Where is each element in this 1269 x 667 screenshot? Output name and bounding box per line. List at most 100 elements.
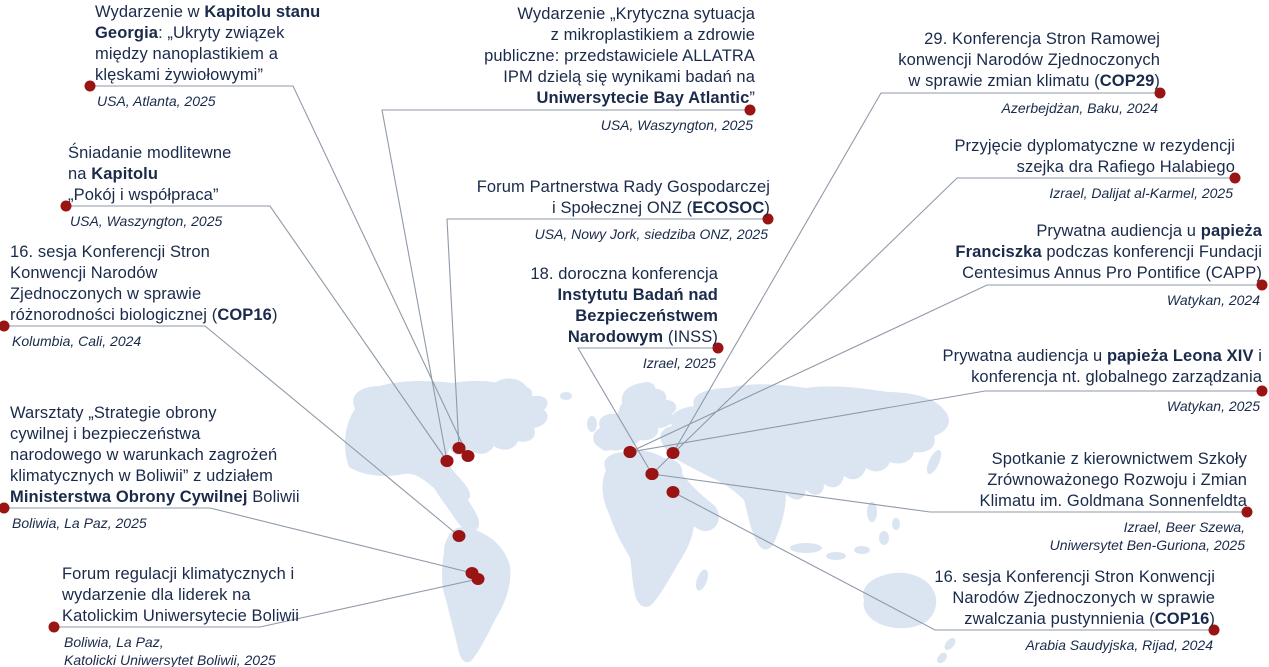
event-location: USA, Waszyngton, 2025 (600, 117, 753, 133)
event-location: Kolumbia, Cali, 2024 (12, 333, 142, 349)
event-title-text: Spotkanie z kierownictwem Szkoły Zrównow… (979, 450, 1247, 510)
event-halabi-diplomatic-reception: Przyjęcie dyplomatyczne w rezydencji sze… (865, 136, 1235, 201)
connector-line (381, 109, 750, 462)
event-title-text: Forum regulacji klimatycznych i wydarzen… (62, 565, 300, 625)
event-title-text: Boliwii (247, 488, 300, 506)
label-dot (0, 320, 10, 332)
event-location: Izrael, Beer Szewa, Uniwersytet Ben-Guri… (1049, 519, 1245, 553)
label-dot (744, 104, 756, 116)
event-title: Forum Partnerstwa Rady Gospodarczej i Sp… (410, 177, 770, 219)
event-title: 18. doroczna konferencja Instytutu Badań… (458, 264, 718, 348)
connector-line (672, 92, 1160, 454)
event-title-emphasis: ECOSOC (692, 199, 765, 217)
label-dot (1154, 87, 1166, 99)
event-title-text: 18. doroczna konferencja (530, 265, 718, 283)
island-new-zealand-north (944, 638, 956, 650)
connector-line (651, 177, 1235, 475)
label-dot (48, 621, 60, 633)
connector-line (672, 491, 1214, 631)
label-dot (1241, 506, 1253, 518)
connector-line (54, 578, 479, 628)
event-title-text: ) (764, 199, 770, 217)
island-lesser-sunda (854, 546, 870, 554)
event-pope-francis-capp-audience: Prywatna audiencja u papieża Franciszka … (872, 221, 1262, 308)
event-title: Spotkanie z kierownictwem Szkoły Zrównow… (887, 449, 1247, 512)
event-title-text: ) (1154, 72, 1160, 90)
island-new-guinea (879, 531, 889, 545)
connector-line (629, 284, 1262, 453)
event-pope-leo-xiv-audience: Prywatna audiencja u papieża Leona XIV i… (862, 346, 1262, 414)
event-location: Boliwia, La Paz, Katolicki Uniwersytet B… (64, 634, 276, 667)
event-title: 29. Konferencja Stron Ramowej konwencji … (830, 29, 1160, 92)
event-title-emphasis: papieża Franciszka (955, 222, 1262, 261)
connector-line (4, 325, 460, 537)
event-cop16-biodiversity: 16. sesja Konferencji Stron Konwencji Na… (10, 242, 330, 349)
event-title-emphasis: COP16 (1154, 610, 1210, 628)
event-bay-atlantic-microplastics: Wydarzenie „Krytyczna sytuacja z mikropl… (415, 4, 755, 133)
map-marker (471, 573, 485, 585)
event-cop29-baku: 29. Konferencja Stron Ramowej konwencji … (830, 29, 1160, 116)
event-bolivia-civil-defense-workshops: Warsztaty „Strategie obrony cywilnej i b… (10, 403, 350, 531)
event-title-text: Prywatna audiencja u (1036, 222, 1201, 240)
event-title-text: 16. sesja Konferencji Stron Konwencji Na… (934, 568, 1215, 628)
event-title-text: „Pokój i współpraca” (68, 186, 219, 204)
connector-line (66, 205, 448, 462)
label-dot (84, 80, 96, 92)
region-scandinavia (621, 382, 656, 405)
map-marker (452, 442, 466, 454)
event-title: 16. sesja Konferencji Stron Konwencji Na… (10, 242, 330, 326)
island-iceland (560, 392, 572, 400)
connector-line (4, 507, 473, 574)
label-dot (712, 342, 724, 354)
map-marker (440, 455, 454, 467)
island-sumatra (790, 543, 822, 553)
map-marker (666, 447, 680, 459)
event-inss-conference: 18. doroczna konferencja Instytutu Badań… (458, 264, 718, 371)
label-dot (1208, 624, 1220, 636)
event-bolivia-climate-forum: Forum regulacji klimatycznych i wydarzen… (62, 564, 352, 667)
label-dot (1256, 279, 1268, 291)
label-dot (1229, 172, 1241, 184)
event-location: Watykan, 2024 (1166, 292, 1260, 308)
map-marker (666, 486, 680, 498)
event-ecosoc-partnership-forum: Forum Partnerstwa Rady Gospodarczej i Sp… (410, 177, 770, 242)
map-marker (461, 450, 475, 462)
event-title-text: ” (749, 89, 755, 107)
event-title-text: Warsztaty „Strategie obrony cywilnej i b… (10, 404, 278, 485)
event-title-emphasis: COP16 (217, 306, 272, 324)
event-location: USA, Atlanta, 2025 (97, 93, 216, 109)
label-dot (1256, 385, 1268, 397)
event-location: USA, Waszyngton, 2025 (70, 213, 223, 229)
continent-europe (593, 388, 677, 451)
event-title-text: Śniadanie modlitewne na (68, 144, 232, 183)
island-britain (587, 416, 597, 432)
island-greenland (491, 378, 528, 404)
label-dot (762, 213, 774, 225)
continent-south-america (442, 527, 511, 663)
event-title-text: Prywatna audiencja u (942, 347, 1107, 365)
event-cop16-desertification: 16. sesja Konferencji Stron Konwencji Na… (855, 567, 1215, 653)
event-title-text: Wydarzenie w (95, 3, 205, 21)
event-title-emphasis: Ministerstwa Obrony Cywilnej (10, 488, 248, 506)
event-location: Izrael, Dalijat al-Karmel, 2025 (1049, 185, 1233, 201)
event-title-text: ) (1209, 610, 1215, 628)
event-location: Arabia Saudyjska, Rijad, 2024 (1025, 637, 1213, 653)
event-title: 16. sesja Konferencji Stron Konwencji Na… (855, 567, 1215, 630)
event-location: Azerbejdżan, Baku, 2024 (1001, 100, 1158, 116)
island-japan (926, 450, 942, 474)
event-title-text: 16. sesja Konferencji Stron Konwencji Na… (10, 243, 218, 324)
island-madagascar (695, 569, 709, 591)
event-title-text: podczas konferencji Fundacji Centesimus … (962, 243, 1262, 282)
map-marker (452, 530, 466, 542)
event-title: Warsztaty „Strategie obrony cywilnej i b… (10, 403, 350, 508)
event-title: Prywatna audiencja u papieża Franciszka … (872, 221, 1262, 284)
connector-line (629, 390, 1262, 453)
connector-line (651, 473, 1247, 513)
event-title-text: Wydarzenie „Krytyczna sytuacja z mikropl… (484, 5, 755, 86)
island-borneo (892, 518, 900, 530)
event-title-text: Przyjęcie dyplomatyczne w rezydencji sze… (954, 137, 1235, 176)
island-new-zealand-south (937, 652, 947, 664)
event-title-emphasis: papieża Leona XIV (1106, 347, 1254, 365)
